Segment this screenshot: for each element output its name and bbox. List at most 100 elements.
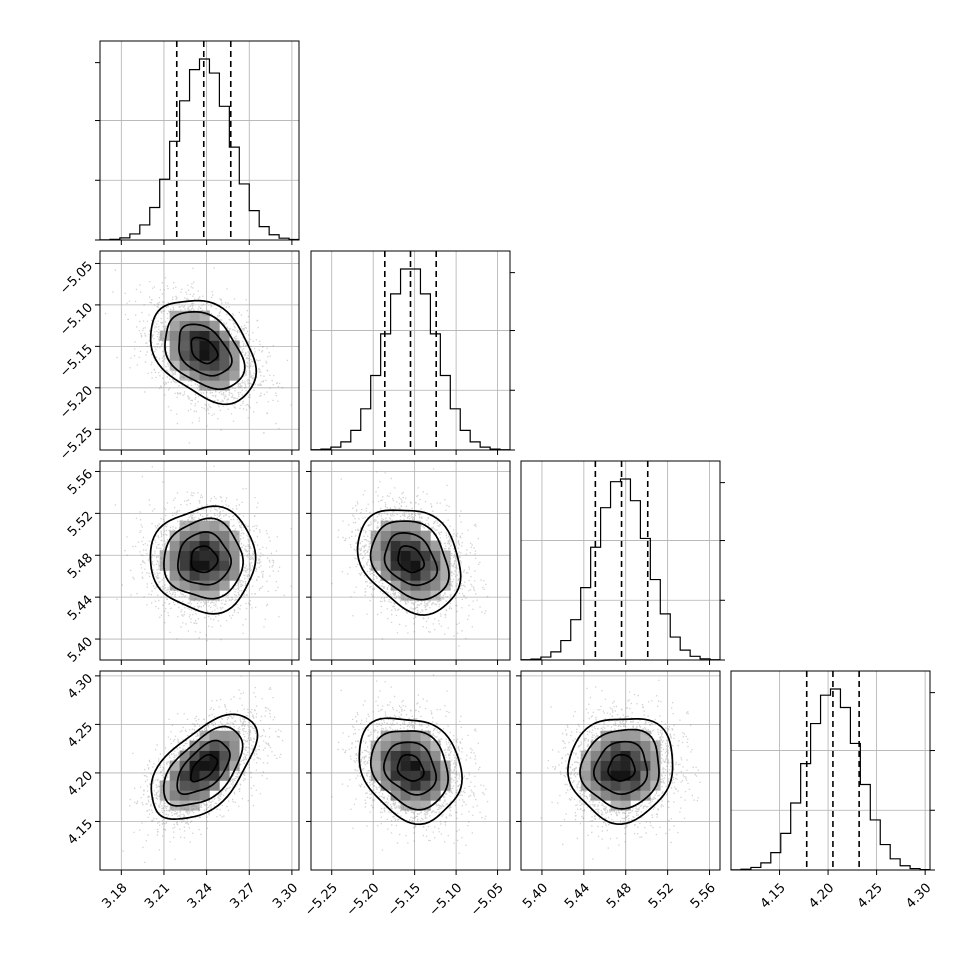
density-cell	[630, 740, 641, 751]
density-cell	[440, 560, 451, 571]
density-cell	[179, 780, 190, 791]
density-cell	[600, 760, 611, 771]
density-cell	[169, 340, 180, 351]
density-cell	[390, 560, 401, 571]
density-cell	[219, 360, 230, 371]
density-cell	[400, 790, 411, 801]
density-cell	[179, 790, 190, 801]
scatter-points	[331, 674, 489, 854]
density-cell	[430, 780, 441, 791]
density-cell	[630, 730, 641, 741]
y-tick-label: 4.20	[65, 768, 96, 799]
density-cell	[420, 590, 431, 601]
density-cell	[229, 750, 240, 761]
density-cell	[219, 730, 230, 741]
density-cell	[199, 770, 210, 781]
density-cell	[229, 530, 240, 541]
density-cells	[159, 310, 661, 811]
density-cell	[219, 760, 230, 771]
density-cell	[370, 550, 381, 561]
density-cell	[600, 750, 611, 761]
density-cell	[229, 570, 240, 581]
x-tick-label: 3.24	[185, 881, 216, 912]
density-cell	[159, 780, 170, 791]
density-cell	[590, 740, 601, 751]
contour-line	[567, 718, 674, 825]
density-cell	[159, 330, 170, 341]
density-cell	[610, 760, 621, 771]
density-cell	[410, 800, 421, 811]
contour-line	[190, 545, 219, 574]
panel-frame	[99, 250, 300, 451]
y-tick-label: 4.30	[65, 671, 96, 702]
density-cell	[229, 340, 240, 351]
x-tick-label: −5.20	[344, 881, 383, 920]
density-cell	[219, 750, 230, 761]
panel-frame	[99, 460, 300, 661]
density-cell	[390, 740, 401, 751]
density-cell	[209, 530, 220, 541]
density-cell	[390, 770, 401, 781]
density-cell	[370, 540, 381, 551]
density-cell	[420, 550, 431, 561]
density-cell	[600, 790, 611, 801]
density-cell	[380, 760, 391, 771]
density-cell	[229, 560, 240, 571]
density-cell	[199, 350, 210, 361]
x-tick-label: 5.56	[688, 881, 719, 912]
density-cell	[229, 550, 240, 561]
density-cell	[440, 780, 451, 791]
density-cell	[219, 550, 230, 561]
density-cell	[189, 780, 200, 791]
density-cell	[380, 530, 391, 541]
density-cell	[189, 540, 200, 551]
density-cell	[209, 750, 220, 761]
panel-frame	[520, 460, 721, 661]
density-cell	[169, 360, 180, 371]
contour-line	[369, 520, 450, 601]
panel-frame	[730, 670, 931, 871]
density-cell	[600, 780, 611, 791]
density-cell	[370, 740, 381, 751]
density-cell	[219, 530, 230, 541]
density-cell	[229, 350, 240, 361]
histogram-step	[520, 478, 721, 661]
density-cell	[630, 760, 641, 771]
chart-marks	[99, 41, 931, 871]
contour-line	[189, 753, 219, 783]
contour-line	[579, 728, 660, 810]
density-cell	[179, 580, 190, 591]
density-cell	[169, 770, 180, 781]
density-cell	[219, 380, 230, 391]
density-cell	[640, 750, 651, 761]
panel-frame	[310, 250, 511, 451]
x-tick-label: 5.52	[646, 881, 677, 912]
x-tick-label: 5.48	[604, 881, 635, 912]
density-cell	[580, 760, 591, 771]
density-cell	[400, 760, 411, 771]
panel-frame	[310, 670, 511, 871]
y-tick-label: 5.48	[65, 551, 96, 582]
density-cell	[229, 760, 240, 771]
density-cell	[620, 740, 631, 751]
density-cell	[620, 800, 631, 811]
density-cell	[400, 560, 411, 571]
density-cell	[430, 550, 441, 561]
gridlines	[100, 41, 930, 870]
density-cell	[420, 560, 431, 571]
density-cell	[199, 580, 210, 591]
density-cell	[169, 560, 180, 571]
density-cell	[169, 350, 180, 361]
contour-line	[383, 532, 439, 587]
density-cell	[370, 750, 381, 761]
density-cell	[189, 370, 200, 381]
density-cell	[580, 770, 591, 781]
density-cell	[199, 340, 210, 351]
density-cell	[199, 360, 210, 371]
density-cell	[380, 550, 391, 561]
density-cell	[420, 760, 431, 771]
y-tick-label: 5.56	[65, 467, 96, 498]
density-cell	[410, 550, 421, 561]
density-cell	[400, 580, 411, 591]
